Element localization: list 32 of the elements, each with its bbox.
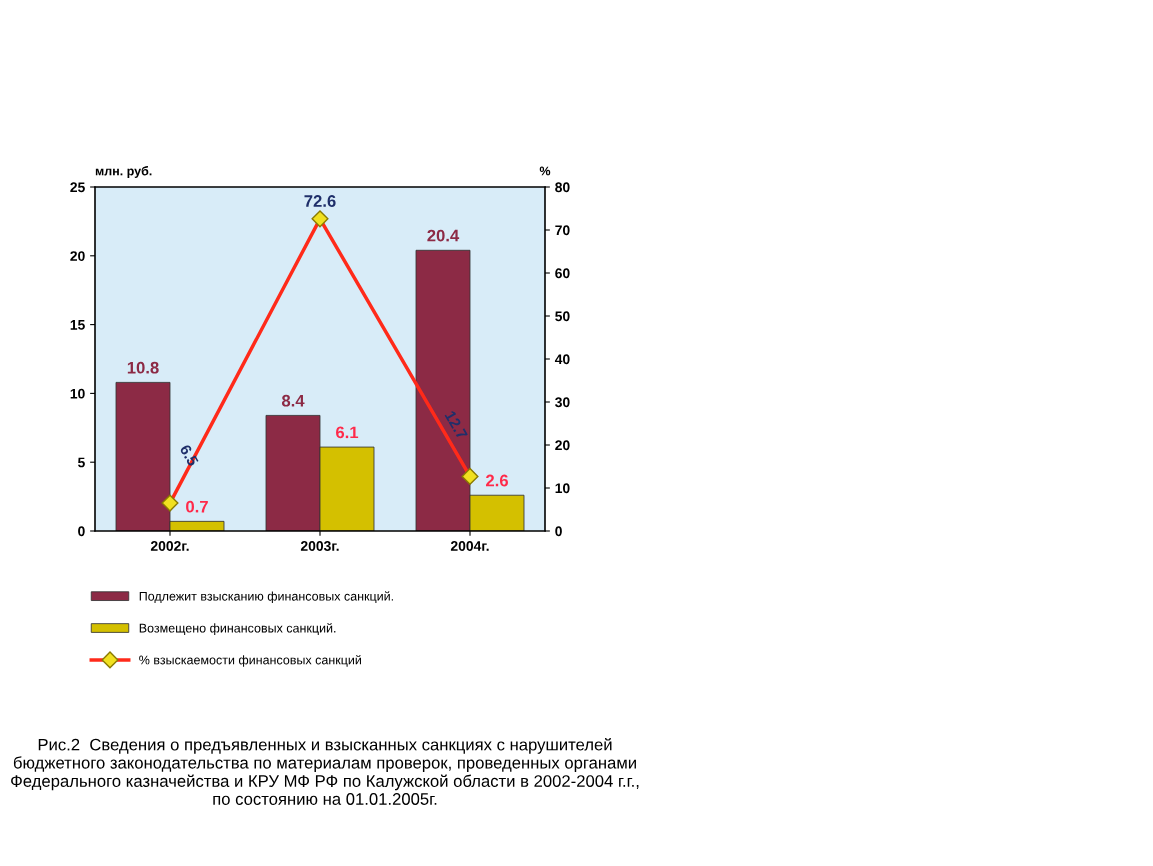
y-tick-label: 0	[78, 526, 85, 537]
data-label: 0.7	[186, 500, 208, 513]
y2-axis-title: %	[539, 166, 551, 176]
y2-tick-label: 20	[555, 440, 570, 451]
y2-tick-label: 40	[554, 354, 570, 365]
y-tick-label: 10	[70, 388, 85, 399]
data-label: 2.6	[485, 474, 508, 487]
y2-tick-label: 70	[555, 225, 570, 236]
x-tick-label: 2003г.	[300, 541, 339, 551]
data-label: 72.6	[304, 195, 336, 207]
legend-label: Возмещено финансовых санкций.	[139, 623, 336, 635]
data-label: 20.4	[427, 229, 460, 242]
x-tick-label: 2004г.	[450, 541, 489, 551]
text: Рис.2 Сведения о предъявленных и взысканных санкциях с нарушителей бюджетного законодательства по материалам проверок, проведенных органами Федерального казначейства и КРУ МФ РФ по Калужской области в 2002-2004 г.г., по состоянию на 01.01.2005г.	[11, 738, 639, 805]
y2-tick-label: 50	[555, 311, 570, 322]
y-tick-label: 25	[70, 182, 85, 193]
y-tick-label: 5	[77, 457, 85, 468]
data-label: 8.4	[281, 394, 305, 407]
legend-label: Подлежит взысканию финансовых санкций.	[139, 591, 393, 604]
data-label: 6.1	[336, 426, 359, 439]
data-label: 6.5	[179, 443, 199, 467]
data-label: 10.8	[127, 361, 159, 374]
y-axis-title: млн. руб.	[95, 166, 152, 178]
y2-tick-label: 60	[555, 268, 570, 279]
y-tick-label: 20	[70, 251, 85, 261]
y-tick-label: 15	[70, 320, 85, 330]
y2-tick-label: 10	[555, 483, 570, 494]
x-tick-label: 2002г.	[150, 541, 189, 551]
y2-tick-label: 80	[555, 182, 570, 193]
y2-tick-label: 0	[555, 526, 562, 537]
legend-label: % взыскаемости финансовых санкций	[139, 654, 361, 667]
y2-tick-label: 30	[555, 397, 570, 408]
